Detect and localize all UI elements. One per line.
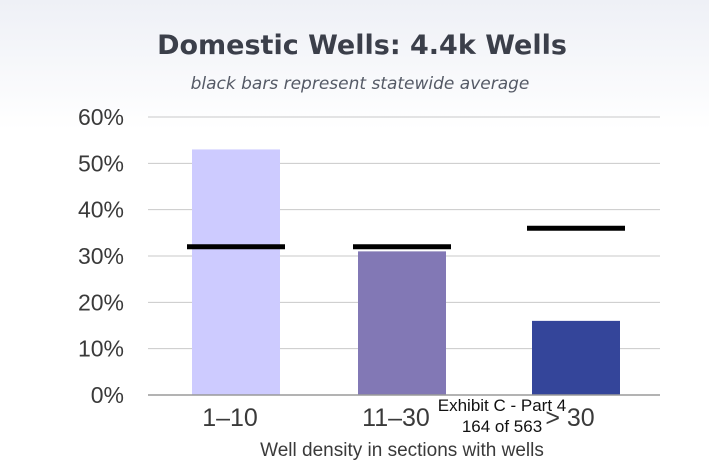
bar [192, 149, 280, 395]
bar [532, 320, 620, 395]
x-tick-label: 11–30 [362, 404, 430, 432]
exhibit-stamp-line1: Exhibit C - Part 4 [438, 396, 567, 415]
y-tick-label: 30% [78, 243, 124, 269]
x-tick-label: > 30 [545, 404, 594, 432]
x-axis-label: Well density in sections with wells [260, 440, 544, 461]
y-tick-label: 50% [78, 150, 124, 176]
exhibit-stamp-line2: 164 of 563 [462, 417, 542, 436]
x-tick-label: 1–10 [202, 404, 258, 432]
bars [192, 149, 620, 395]
x-axis-ticks: 1–10 11–30 > 30 [202, 404, 594, 432]
chart-title: Domestic Wells: 4.4k Wells [157, 30, 567, 61]
y-tick-label: 10% [78, 336, 124, 362]
y-axis-ticks: 0% 10% 20% 30% 40% 50% 60% [78, 104, 124, 408]
bar [358, 251, 446, 395]
y-tick-label: 20% [78, 289, 124, 315]
y-tick-label: 0% [91, 382, 124, 408]
chart-subtitle: black bars represent statewide average [191, 74, 530, 94]
y-tick-label: 60% [78, 104, 124, 130]
statewide-average-markers [187, 225, 625, 250]
y-tick-label: 40% [78, 197, 124, 223]
